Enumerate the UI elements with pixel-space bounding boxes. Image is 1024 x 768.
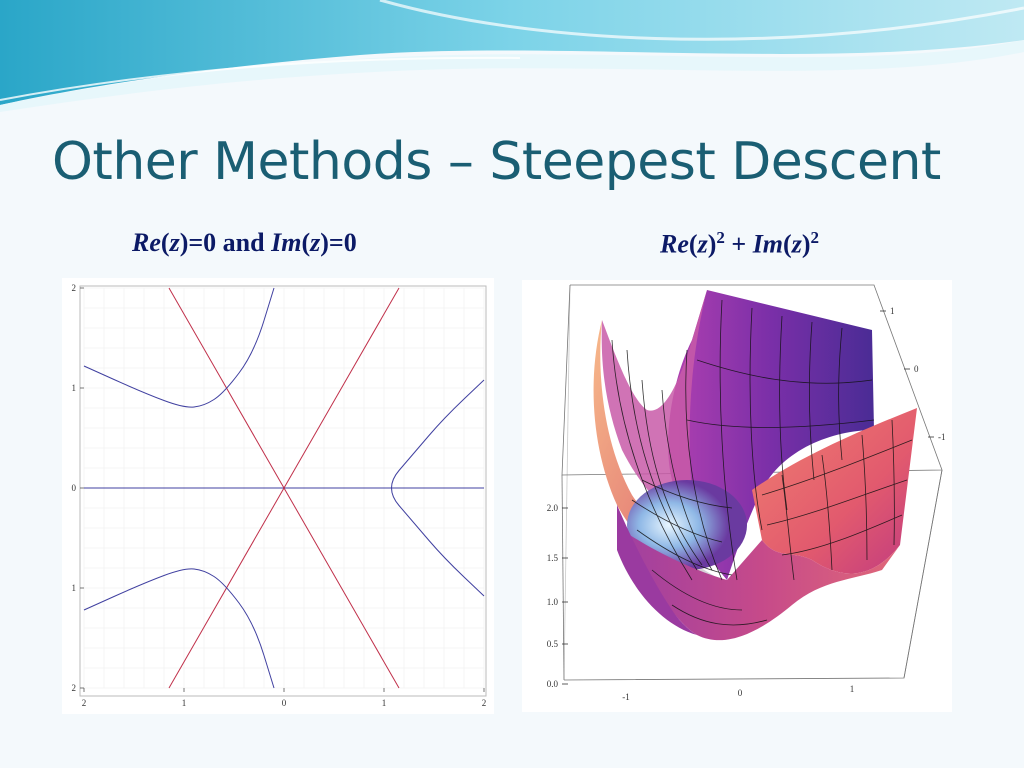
z-tick-label: 0.5 [547,639,559,649]
caption-paren: ( [783,229,792,259]
x-tick-label: 2 [482,698,487,708]
plot-frame [79,285,487,697]
y-tick-label: 1 [72,383,77,393]
caption-im-text: Im [271,228,302,257]
x-tick-label: 2 [82,698,87,708]
caption-paren: ( [301,228,311,257]
caption-z-text: z [310,228,321,257]
contour-lines [83,287,485,689]
x-tick-label: 0 [738,688,743,698]
caption-re-text: Re [132,228,161,257]
surface-mesh-lines [611,299,913,626]
caption-paren: ) [707,229,717,259]
x-tick-label: 1 [182,698,187,708]
caption-paren: ( [688,229,698,259]
header-wave-decoration [0,0,1024,112]
z-tick-label: 1.5 [547,553,559,563]
caption-exponent: 2 [810,228,820,247]
caption-exponent: 2 [716,228,725,247]
surface-front-wall [752,408,917,574]
caption-plus: + [724,229,753,259]
slide-title: Other Methods – Steepest Descent [52,132,941,192]
y-tick-label: -1 [938,432,946,442]
caption-eq-and: )=0 and [179,228,272,257]
surface-z-axis [562,507,568,685]
contour-series-line [391,379,485,597]
surface-bounding-box [561,284,943,681]
y-tick-label: 2 [72,683,77,693]
z-tick-label: 1.0 [547,597,559,607]
caption-paren: ( [160,228,170,257]
caption-im-text: Im [752,229,784,259]
contour-series-line [83,568,275,689]
right-plot-caption: Re(z)2 + Im(z)2 [660,228,819,260]
x-tick-label: 1 [850,684,855,694]
y-tick-label: 1 [72,583,77,593]
y-tick-label: 1 [890,306,895,316]
z-tick-label: 2.0 [547,503,559,513]
surface-bottom-left [617,505,697,635]
x-tick-label: 1 [382,698,387,708]
x-tick-label: -1 [622,692,630,702]
contour-series-line [168,287,400,689]
caption-re-text: Re [660,229,689,259]
z-tick-label: 0.0 [547,679,559,689]
surface-plot: 2.0 1.5 1.0 0.5 0.0 -1 0 1 1 0 -1 [522,280,952,712]
y-tick-label: 0 [914,364,919,374]
caption-z-text: z [697,229,708,259]
caption-z-text: z [169,228,180,257]
surface-left-bump [601,290,707,530]
caption-eq-zero: )=0 [320,228,357,257]
caption-z-text: z [791,229,802,259]
surface-bottom [622,530,900,641]
caption-paren: ) [801,229,811,259]
x-tick-label: 0 [282,698,287,708]
left-plot-caption: Re(z)=0 and Im(z)=0 [132,228,357,258]
y-tick-label: 2 [72,283,77,293]
y-tick-label: 0 [72,483,77,493]
contour-series-line [83,287,275,408]
surface-tick-labels: 2.0 1.5 1.0 0.5 0.0 -1 0 1 1 0 -1 [547,306,946,702]
surface-plot-svg: 2.0 1.5 1.0 0.5 0.0 -1 0 1 1 0 -1 [547,284,946,702]
surface-pit [627,480,747,570]
